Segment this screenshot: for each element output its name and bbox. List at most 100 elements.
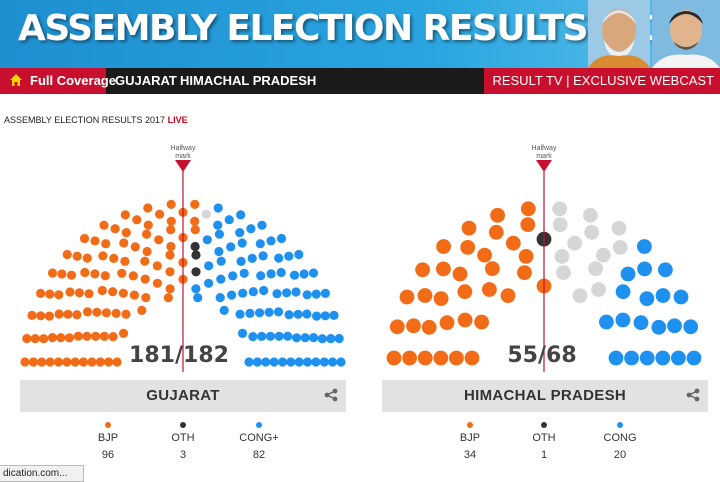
seat-dot: [235, 309, 245, 319]
seat-dot: [30, 334, 40, 344]
seat-dot: [269, 357, 279, 367]
seat-dot: [457, 312, 473, 328]
party-seats: 20: [613, 449, 627, 461]
seat-dot: [655, 288, 671, 303]
seat-dot: [154, 235, 164, 245]
seat-dot: [588, 261, 603, 276]
seat-dot: [461, 220, 477, 236]
state-name: GUJARAT: [146, 387, 220, 404]
seat-dot: [142, 229, 152, 239]
seat-dot: [63, 309, 73, 319]
seat-score: 181/182: [129, 343, 229, 368]
seat-dot: [460, 240, 476, 255]
seat-dot: [599, 314, 614, 330]
seat-dot: [98, 251, 108, 261]
seat-dot: [255, 308, 265, 318]
seat-dot: [299, 269, 309, 279]
seat-dot: [311, 289, 321, 299]
legend-dot: [105, 422, 111, 428]
share-icon[interactable]: [686, 388, 700, 402]
seat-dot: [216, 274, 226, 284]
seat-dot: [417, 350, 433, 366]
seat-dot: [386, 350, 402, 366]
seat-dot: [683, 319, 699, 335]
seat-dot: [202, 235, 212, 245]
seat-dot: [482, 282, 497, 297]
seat-dot: [284, 251, 294, 261]
seat-dot: [190, 225, 200, 235]
seat-dot: [417, 288, 433, 303]
seat-dot: [421, 319, 437, 335]
seat-dot: [152, 261, 162, 271]
seat-dot: [64, 333, 74, 343]
legend-bjp: BJP 34: [440, 422, 500, 461]
seat-dot: [639, 291, 655, 306]
seat-dot: [633, 315, 649, 331]
nav-full-coverage[interactable]: Full Coverage: [0, 68, 116, 94]
seat-dot: [111, 308, 121, 318]
seat-dot: [591, 282, 606, 297]
seat-dot: [612, 240, 628, 255]
seat-dot: [237, 328, 248, 338]
seat-dot: [191, 284, 201, 294]
seat-dot: [572, 288, 588, 303]
seat-dot: [119, 238, 129, 248]
halfway-label: Halfway: [171, 145, 196, 152]
state-bar-gujarat[interactable]: GUJARAT: [20, 380, 346, 412]
seat-dot: [140, 256, 150, 266]
seat-dot: [54, 309, 64, 319]
seat-dot: [673, 289, 689, 305]
seat-dot: [336, 357, 346, 367]
legend-bjp: BJP 96: [78, 422, 138, 461]
seat-dot: [121, 228, 131, 238]
seat-dot: [87, 357, 97, 367]
seat-dot: [163, 293, 173, 303]
seat-dot: [415, 262, 430, 278]
seat-dot: [518, 249, 534, 264]
seat-dot: [265, 331, 275, 341]
seat-dot: [74, 288, 84, 298]
share-icon[interactable]: [324, 388, 338, 402]
seat-dot: [294, 249, 304, 260]
seat-dot: [190, 241, 200, 252]
seat-dot: [402, 350, 417, 366]
seat-dot: [226, 242, 236, 252]
seat-dot: [47, 333, 57, 343]
seat-dot: [79, 233, 90, 244]
seat-dot: [140, 274, 150, 284]
seat-dot: [667, 318, 682, 334]
nav-item-gujarat[interactable]: GUJARAT: [115, 73, 177, 88]
seat-dot: [27, 310, 37, 320]
seat-dot: [108, 332, 118, 342]
nav-full-coverage-label: Full Coverage: [30, 73, 116, 88]
seat-dot: [272, 289, 282, 299]
seat-dot: [239, 268, 249, 278]
nav-bar: Full Coverage GUJARAT HIMACHAL PRADESH R…: [0, 68, 720, 94]
seat-dot: [201, 209, 211, 219]
party-name: CONG+: [239, 432, 279, 444]
seat-dot: [228, 271, 238, 281]
seat-dot: [302, 309, 312, 319]
banner-title: ASSEMBLY ELECTION RESULTS 2017: [18, 8, 694, 49]
seat-dot: [166, 199, 176, 209]
seat-dot: [488, 224, 504, 240]
legend-cong: CONG+ 82: [229, 422, 289, 461]
nav-result-tv[interactable]: RESULT TV | EXCLUSIVE WEBCAST: [484, 68, 720, 94]
halfway-label: Halfway: [532, 145, 557, 152]
seat-dot: [637, 239, 652, 254]
seat-dot: [291, 287, 301, 297]
seat-dot: [406, 318, 421, 334]
seat-dot: [283, 331, 293, 341]
seat-dot: [317, 334, 327, 344]
halfway-marker: [175, 160, 191, 172]
seat-dot: [235, 228, 245, 238]
seat-dot: [611, 220, 627, 236]
seat-dot: [554, 249, 570, 264]
seat-dot: [329, 310, 339, 320]
seat-dot: [637, 261, 652, 277]
state-bar-himachal[interactable]: HIMACHAL PRADESH: [382, 380, 708, 412]
nav-item-himachal[interactable]: HIMACHAL PRADESH: [180, 73, 317, 88]
seat-dot: [120, 256, 130, 266]
seat-dot: [328, 357, 338, 367]
seat-dot: [517, 265, 532, 280]
